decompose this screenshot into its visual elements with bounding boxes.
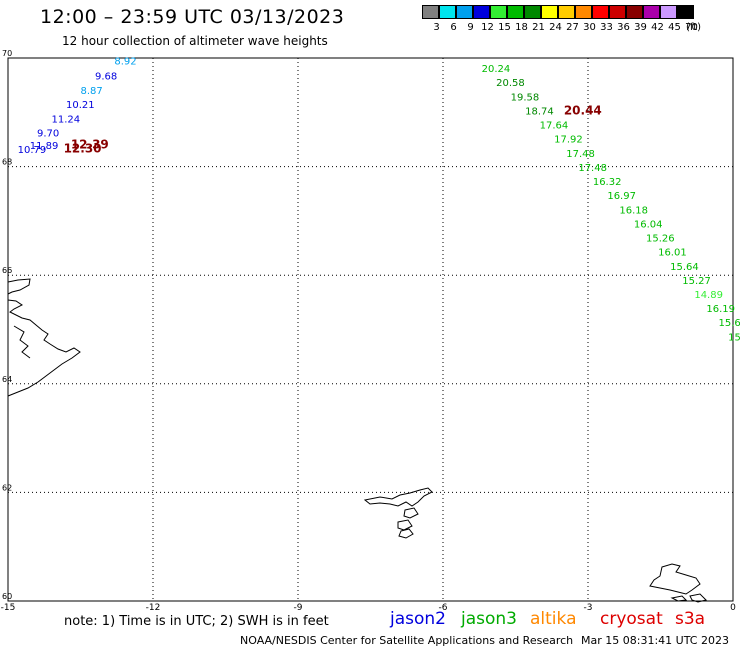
wave-height-label: 14.89 xyxy=(694,290,723,301)
colorbar-swatch xyxy=(473,5,490,19)
colorbar-label: 45 xyxy=(668,22,681,33)
colorbar-swatch xyxy=(626,5,643,19)
wave-height-label: 15.27 xyxy=(682,276,711,287)
page-subtitle: 12 hour collection of altimeter wave hei… xyxy=(62,34,328,48)
page-title: 12:00 – 23:59 UTC 03/13/2023 xyxy=(40,6,345,28)
colorbar-swatch xyxy=(490,5,507,19)
faroe-islands-coastline xyxy=(363,487,433,539)
wave-height-label: 16.01 xyxy=(658,248,687,259)
colorbar-label: 24 xyxy=(549,22,562,33)
map-grid xyxy=(8,58,733,601)
colorbar-swatch xyxy=(456,5,473,19)
wave-height-label: 11.89 xyxy=(30,141,59,152)
colorbar-swatch xyxy=(575,5,592,19)
wave-height-label: 12.39 xyxy=(71,138,109,152)
colorbar-label: 27 xyxy=(566,22,579,33)
colorbar-label: 9 xyxy=(467,22,474,33)
colorbar-swatch xyxy=(507,5,524,19)
wave-height-label: 8.87 xyxy=(81,86,103,97)
wave-height-label: 17.64 xyxy=(540,121,569,132)
colorbar-swatch xyxy=(422,5,439,19)
wave-height-label: 11.24 xyxy=(52,115,81,126)
wave-height-label: 17.48 xyxy=(578,163,607,174)
wave-height-label: 16.32 xyxy=(593,177,622,188)
latitude-tick-label: 66 xyxy=(2,266,12,275)
longitude-tick-label: -3 xyxy=(584,603,593,613)
iceland-coastline xyxy=(7,278,81,397)
wave-height-label: 19.58 xyxy=(511,92,540,103)
colorbar-swatch xyxy=(439,5,456,19)
colorbar-label: 36 xyxy=(617,22,630,33)
wave-height-label: 17.48 xyxy=(566,149,595,160)
colorbar-label: 3 xyxy=(433,22,440,33)
wave-height-label: 10.21 xyxy=(66,100,95,111)
wave-height-label: 17.92 xyxy=(554,135,583,146)
wave-height-label: 18.74 xyxy=(525,106,554,117)
wave-height-label: 15.60 xyxy=(719,318,740,329)
wave-height-label: 16.04 xyxy=(634,219,663,230)
latitude-tick-label: 60 xyxy=(2,592,12,601)
colorbar-label: 33 xyxy=(600,22,613,33)
wave-height-label: 8.92 xyxy=(114,57,136,68)
wave-height-label: 15.64 xyxy=(670,262,699,273)
colorbar-swatch xyxy=(660,5,677,19)
latitude-tick-label: 70 xyxy=(2,49,12,58)
longitude-tick-label: -15 xyxy=(1,603,16,613)
latitude-tick-label: 64 xyxy=(2,375,12,384)
wave-height-label: 16.97 xyxy=(607,191,636,202)
map-frame xyxy=(7,57,734,602)
map-axis-labels: -15 -12 -9 -6 -3 0 70 68 66 64 62 60 xyxy=(1,49,736,613)
longitude-tick-label: -6 xyxy=(439,603,448,613)
colorbar-swatch xyxy=(609,5,626,19)
colorbar-label: 21 xyxy=(532,22,545,33)
colorbar-swatch xyxy=(541,5,558,19)
colorbar-swatch xyxy=(592,5,609,19)
latitude-tick-label: 68 xyxy=(2,158,12,167)
colorbar-label: 15 xyxy=(498,22,511,33)
colorbar-label: 70 xyxy=(685,22,698,33)
colorbar-label: 42 xyxy=(651,22,664,33)
colorbar-swatch xyxy=(643,5,660,19)
longitude-tick-label: -12 xyxy=(146,603,161,613)
colorbar-label: 6 xyxy=(450,22,457,33)
wave-height-label: 15. xyxy=(728,332,740,343)
longitude-tick-label: -9 xyxy=(294,603,303,613)
colorbar-label: 30 xyxy=(583,22,596,33)
latitude-tick-label: 62 xyxy=(2,483,12,492)
wave-height-label: 9.68 xyxy=(95,72,117,83)
satellite-legend-cryosat: cryosat xyxy=(600,609,663,629)
wave-height-label: 10.79 xyxy=(18,145,47,156)
satellite-legend-altika: altika xyxy=(530,609,577,629)
footer-credit: NOAA/NESDIS Center for Satellite Applica… xyxy=(240,634,574,647)
wave-height-label: 16.18 xyxy=(619,205,648,216)
colorbar-label: 39 xyxy=(634,22,647,33)
wave-height-label: 15.26 xyxy=(646,234,675,245)
colorbar-label: 12 xyxy=(481,22,494,33)
wave-height-label: 9.70 xyxy=(37,129,59,140)
satellite-legend-s3a: s3a xyxy=(675,609,706,629)
wave-height-label: 20.58 xyxy=(496,78,525,89)
colorbar-label: 18 xyxy=(515,22,528,33)
colorbar-swatch xyxy=(558,5,575,19)
shetland-islands-coastline xyxy=(649,563,707,603)
satellite-legend-jason2: jason2 xyxy=(390,609,446,629)
wave-height-label: 20.24 xyxy=(482,64,511,75)
satellite-legend-jason3: jason3 xyxy=(461,609,517,629)
colorbar-swatch xyxy=(524,5,541,19)
wave-height-label: 20.44 xyxy=(564,103,602,117)
colorbar-unit: (ft) xyxy=(686,22,702,33)
wave-height-label: 16.19 xyxy=(706,304,735,315)
footer-note: note: 1) Time is in UTC; 2) SWH is in fe… xyxy=(64,614,329,629)
footer-timestamp: Mar 15 08:31:41 UTC 2023 xyxy=(581,634,729,647)
wave-height-label: 12.30 xyxy=(64,141,102,155)
longitude-tick-label: 0 xyxy=(730,603,736,613)
colorbar-swatch xyxy=(677,5,694,19)
